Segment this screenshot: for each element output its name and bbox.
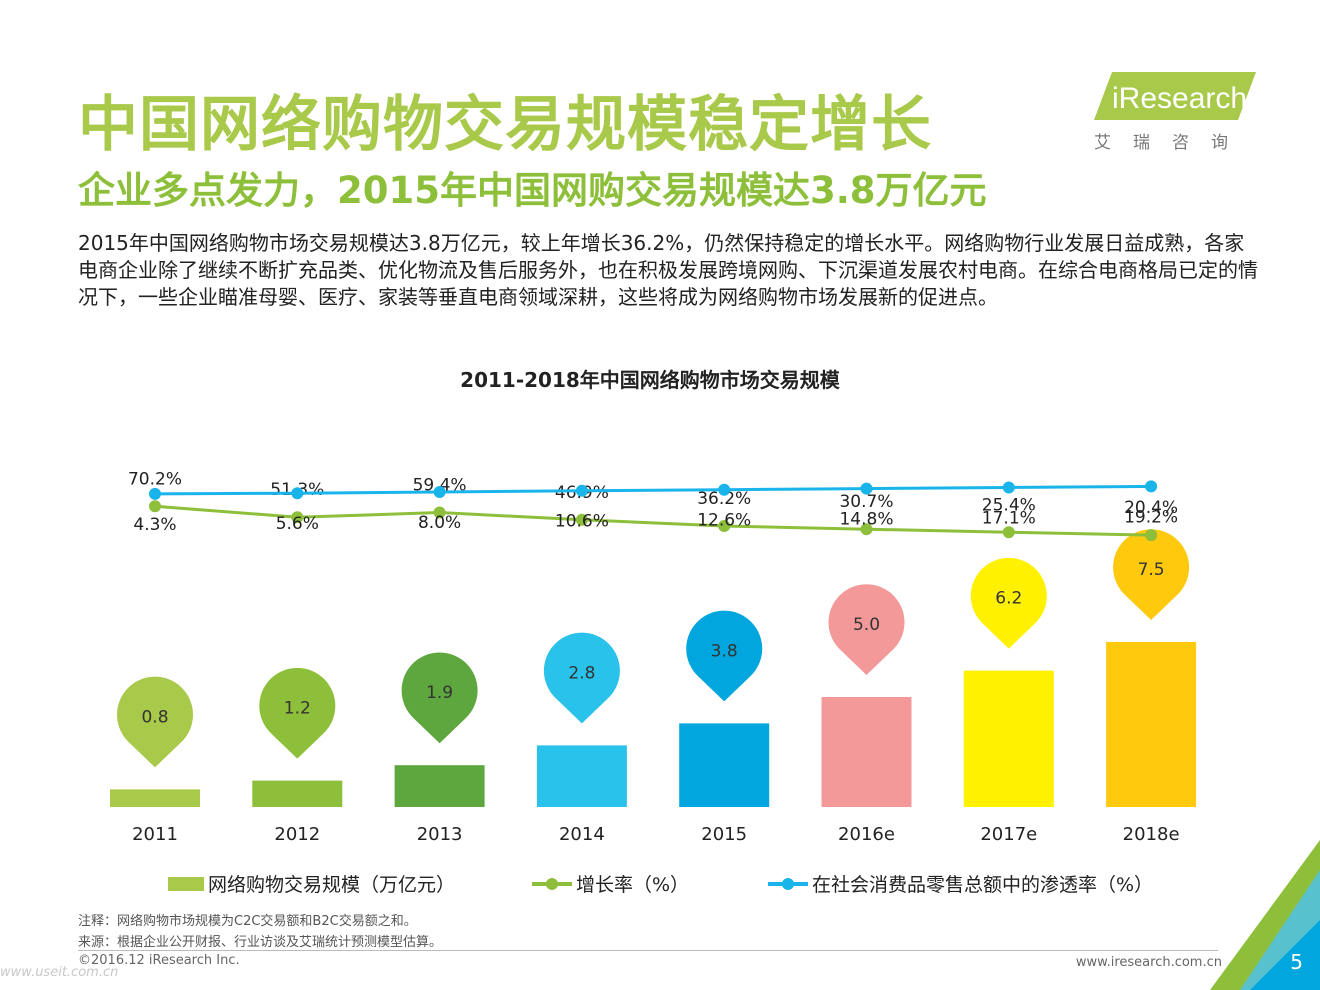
bar-value-label-2011: 0.8 [141,707,168,727]
growth-label-2015: 36.2% [697,489,751,509]
growth-point-2018e [1145,529,1158,542]
bar-marker-2013 [401,652,478,744]
legend-swatch-bar [168,876,204,891]
legend-swatch-growth [532,877,572,891]
growth-point-2012 [291,511,304,524]
growth-line [154,504,1152,537]
bar-marker-2016e [828,584,905,675]
footer-divider [78,950,1218,951]
chart-title: 2011-2018年中国网络购物市场交易规模 [460,368,840,392]
penetration-label-2011: 4.3% [133,515,176,535]
growth-label-2017e: 25.4% [982,495,1036,515]
website-text: www.iresearch.com.cn [1075,955,1222,970]
legend-label-scale: 网络购物交易规模（万亿元） [208,874,456,896]
growth-label-2011: 70.2% [128,469,182,489]
bar-2018e [1106,642,1197,807]
bar-2012 [252,780,343,807]
chart-source: 来源：根据企业公开财报、行业访谈及艾瑞统计预测模型估算。 [78,935,443,950]
bar-marker-2011 [117,676,193,768]
x-tick-2016e: 2016e [838,824,895,845]
bar-value-label-2016e: 5.0 [853,615,880,635]
penetration-point-2012 [291,487,304,500]
penetration-line [154,484,1152,496]
bar-marker-2018e [1113,529,1190,620]
bar-value-label-2015: 3.8 [711,641,738,661]
penetration-label-2018e: 19.2% [1124,507,1178,527]
x-tick-2011: 2011 [132,824,178,845]
legend-item-penetration: 在社会消费品零售总额中的渗透率（%） [768,870,1153,897]
watermark-text: www.useit.com.cn [0,965,119,980]
bar-2011 [110,789,200,807]
bar-marker-2015 [686,610,763,702]
penetration-label-2017e: 17.1% [982,508,1036,528]
bar-2015 [679,723,770,807]
bar-marker-2014 [543,632,620,724]
bar-marker-2012 [259,667,336,759]
x-tick-2014: 2014 [559,824,605,845]
bar-2014 [536,745,627,807]
legend-swatch-penetration [768,877,808,891]
growth-label-2016e: 30.7% [839,492,893,512]
legend-label-growth: 增长率（%） [576,874,690,896]
bar-2013 [394,765,485,807]
penetration-point-2011 [149,487,161,500]
bar-value-label-2013: 1.9 [426,683,453,703]
penetration-point-2016e [860,482,873,495]
growth-point-2015 [718,520,731,533]
bar-value-label-2017e: 6.2 [995,589,1022,609]
copyright-text: ©2016.12 iResearch Inc. [78,953,240,968]
legend-label-penetration: 在社会消费品零售总额中的渗透率（%） [812,874,1154,896]
penetration-point-2017e [1002,481,1015,494]
penetration-label-2016e: 14.8% [839,510,893,530]
x-tick-2013: 2013 [417,824,463,845]
market-scale-chart: 0.8 2011 1.2 2012 1.9 2013 2.8 2014 3.8 2015 5.0 20… [110,469,1197,845]
penetration-label-2015: 12.6% [697,511,751,531]
penetration-point-2018e [1145,480,1158,493]
logo-badge: iResearch [1094,72,1256,120]
iresearch-logo: iResearch 艾瑞咨询 [1090,70,1260,160]
bar-2017e [963,670,1054,807]
penetration-label-2012: 5.6% [276,514,319,534]
x-tick-2015: 2015 [701,824,747,845]
legend-item-scale: 网络购物交易规模（万亿元） [168,870,455,897]
legend-item-growth: 增长率（%） [532,870,689,897]
penetration-point-2014 [575,484,588,497]
growth-point-2016e [860,523,873,536]
bar-2016e [821,697,912,807]
chart-note: 注释：网络购物市场规模为C2C交易额和B2C交易额之和。 [78,914,417,929]
x-tick-2018e: 2018e [1123,824,1180,845]
penetration-point-2015 [718,483,731,496]
growth-point-2013 [433,506,446,519]
bar-value-label-2018e: 7.5 [1138,560,1165,580]
bar-marker-2017e [970,557,1047,649]
penetration-point-2013 [433,486,446,498]
growth-point-2011 [149,500,161,513]
x-tick-2017e: 2017e [980,824,1037,845]
x-tick-2012: 2012 [274,824,320,845]
growth-point-2017e [1002,526,1015,539]
growth-point-2014 [575,513,588,526]
logo-word-text: iResearch [1112,82,1247,115]
page-number: 5 [1290,950,1303,974]
bar-value-label-2012: 1.2 [284,699,311,719]
bar-value-label-2014: 2.8 [568,663,595,683]
summary-paragraph: 2015年中国网络购物市场交易规模达3.8万亿元，较上年增长36.2%，仍然保持… [78,231,1258,309]
penetration-label-2014: 10.6% [555,512,609,532]
chart-legend: 网络购物交易规模（万亿元） 增长率（%） 在社会消费品零售总额中的渗透率（%） [0,870,1320,900]
penetration-label-2013: 8.0% [418,513,461,533]
growth-label-2018e: 20.4% [1124,498,1178,518]
corner-decoration [1210,840,1320,990]
logo-subtitle: 艾瑞咨询 [1094,133,1250,153]
page-subtitle: 企业多点发力，2015年中国网购交易规模达3.8万亿元 [78,169,987,212]
page-title: 中国网络购物交易规模稳定增长 [78,90,932,160]
